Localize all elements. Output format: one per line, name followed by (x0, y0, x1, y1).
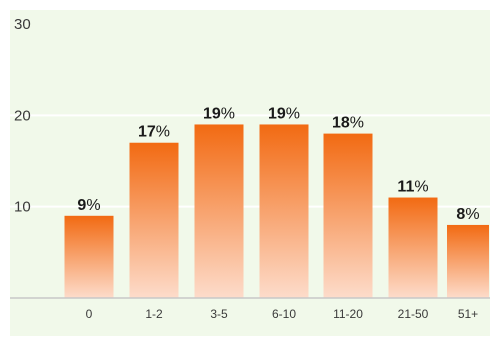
bar (64, 215, 114, 298)
data-label: 18% (332, 115, 364, 132)
data-label: 11% (397, 179, 428, 196)
bar (259, 124, 309, 298)
x-tick-label: 51+ (458, 307, 478, 321)
data-label: 8% (456, 206, 479, 223)
x-tick-label: 6-10 (272, 307, 296, 321)
y-axis-ticks: 10 20 30 (14, 16, 31, 216)
x-tick-label: 21-50 (398, 307, 429, 321)
data-label: 19% (268, 105, 300, 122)
data-label: 17% (138, 124, 170, 141)
y-tick-label: 10 (14, 199, 31, 216)
x-tick-label: 0 (86, 307, 93, 321)
bar (447, 224, 489, 298)
data-labels: 9% 17% 19% 19% 18% 11% 8% (77, 105, 479, 222)
bar (388, 197, 438, 298)
x-tick-label: 3-5 (210, 307, 228, 321)
data-label: 19% (203, 105, 235, 122)
bar (129, 142, 179, 298)
bar (194, 124, 244, 298)
y-tick-label: 30 (14, 16, 31, 33)
data-label: 9% (77, 197, 100, 214)
y-tick-label: 20 (14, 107, 31, 124)
x-tick-label: 11-20 (333, 307, 363, 321)
bars (64, 124, 489, 298)
bar (323, 133, 373, 298)
x-axis-ticks: 0 1-2 3-5 6-10 11-20 21-50 51+ (86, 307, 479, 321)
x-tick-label: 1-2 (145, 307, 163, 321)
